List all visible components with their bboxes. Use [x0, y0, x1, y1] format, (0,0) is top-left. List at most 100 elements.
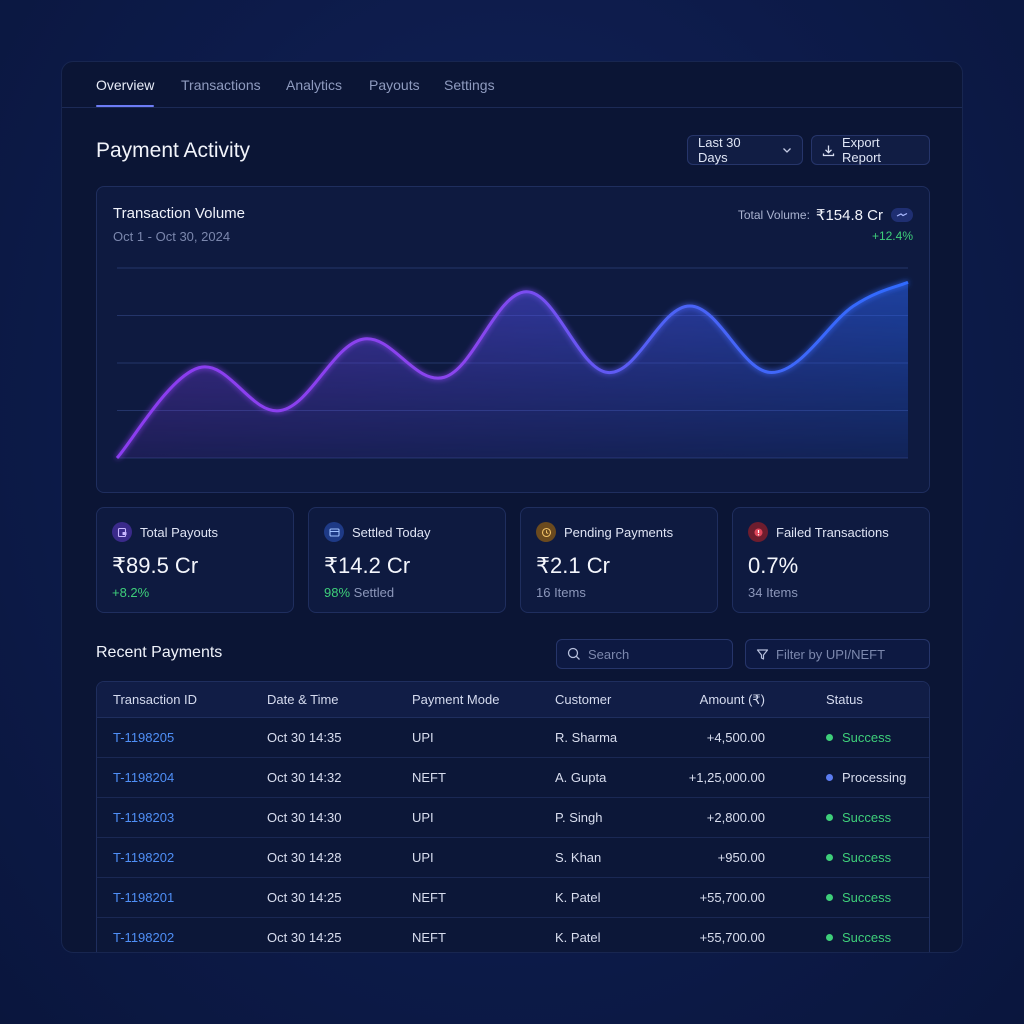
payment-mode-cell: UPI — [412, 730, 434, 745]
data-point — [906, 280, 910, 284]
recent-payments-title: Recent Payments — [96, 644, 223, 661]
date-range-dropdown[interactable]: Last 30 Days — [687, 135, 803, 165]
data-point — [279, 409, 283, 413]
datetime-cell: Oct 30 14:30 — [267, 810, 342, 825]
date-range-label: Last 30 Days — [698, 135, 741, 165]
column-header[interactable]: Transaction ID — [113, 692, 198, 707]
customer-cell: K. Patel — [555, 930, 601, 945]
clock-icon — [536, 522, 556, 542]
column-header[interactable]: Payment Mode — [412, 692, 500, 707]
filter-input[interactable]: Filter by UPI/NEFT — [745, 639, 930, 669]
tab-analytics[interactable]: Analytics — [286, 77, 343, 93]
data-point — [360, 337, 364, 341]
stat-sub: 34 Items — [748, 585, 798, 600]
transaction-id-link[interactable]: T-1198205 — [113, 730, 175, 745]
chevron-down-icon — [783, 148, 791, 153]
tab-payouts[interactable]: Payouts — [369, 77, 420, 93]
status-text: Success — [842, 890, 892, 905]
active-tab-indicator — [96, 105, 154, 107]
dashboard-panel: Overview Transactions Analytics Payouts … — [61, 61, 963, 953]
customer-cell: P. Singh — [555, 810, 603, 825]
stat-value: ₹2.1 Cr — [536, 553, 610, 578]
status-dot — [826, 774, 833, 781]
tab-overview[interactable]: Overview — [96, 77, 155, 93]
customer-cell: R. Sharma — [555, 730, 618, 745]
status-dot — [826, 814, 833, 821]
data-point — [688, 304, 692, 308]
datetime-cell: Oct 30 14:25 — [267, 930, 342, 945]
transaction-id-link[interactable]: T-1198201 — [113, 890, 175, 905]
export-report-label: Export Report — [842, 135, 882, 165]
payment-mode-cell: NEFT — [412, 930, 446, 945]
transaction-volume-card: Transaction Volume Oct 1 - Oct 30, 2024 … — [96, 186, 930, 493]
amount-cell: +55,700.00 — [699, 890, 765, 905]
stat-sub: 16 Items — [536, 585, 586, 600]
status-text: Success — [842, 930, 892, 945]
status-dot — [826, 894, 833, 901]
alert-icon — [748, 522, 768, 542]
payment-mode-cell: NEFT — [412, 770, 446, 785]
table-header: Transaction ID Date & Time Payment Mode … — [97, 682, 929, 718]
data-point — [770, 371, 774, 375]
status-badge: Processing — [826, 770, 906, 785]
datetime-cell: Oct 30 14:28 — [267, 850, 342, 865]
datetime-cell: Oct 30 14:25 — [267, 890, 342, 905]
tab-transactions[interactable]: Transactions — [181, 77, 261, 93]
transaction-id-link[interactable]: T-1198204 — [113, 770, 175, 785]
amount-cell: +950.00 — [717, 850, 765, 865]
data-point — [115, 456, 119, 460]
table-row[interactable]: T-1198202 Oct 30 14:25 NEFT K. Patel +55,700… — [97, 918, 929, 952]
stat-value: ₹89.5 Cr — [112, 553, 199, 578]
download-icon — [822, 145, 835, 156]
transaction-id-link[interactable]: T-1198202 — [113, 930, 175, 945]
customer-cell: S. Khan — [555, 850, 602, 865]
stat-failed-transactions[interactable]: Failed Transactions 0.7% 34 Items — [732, 507, 930, 613]
column-header[interactable]: Amount (₹) — [699, 692, 765, 707]
filter-placeholder: Filter by UPI/NEFT — [776, 646, 886, 662]
data-point — [851, 304, 855, 308]
status-badge: Success — [826, 890, 891, 905]
customer-cell: A. Gupta — [555, 770, 607, 785]
data-point — [197, 366, 201, 370]
payment-mode-cell: UPI — [412, 810, 434, 825]
table-row[interactable]: T-1198205 Oct 30 14:35 UPI R. Sharma +4,500.… — [97, 718, 929, 758]
stat-settled-today[interactable]: Settled Today ₹14.2 Cr 98% Settled — [308, 507, 506, 613]
stat-sub: 98% Settled — [324, 585, 395, 600]
payment-mode-cell: UPI — [412, 850, 434, 865]
stat-pending-payments[interactable]: Pending Payments ₹2.1 Cr 16 Items — [520, 507, 718, 613]
status-dot — [826, 854, 833, 861]
table-row[interactable]: T-1198204 Oct 30 14:32 NEFT A. Gupta +1,25,0… — [97, 758, 929, 798]
stat-total-payouts[interactable]: Total Payouts ₹89.5 Cr +8.2% — [96, 507, 294, 613]
stat-label: Total Payouts — [140, 525, 219, 540]
payment-mode-cell: NEFT — [412, 890, 446, 905]
stat-label: Pending Payments — [564, 525, 674, 540]
table-row[interactable]: T-1198203 Oct 30 14:30 UPI P. Singh +2,800.0… — [97, 798, 929, 838]
filter-icon — [756, 648, 769, 660]
tab-settings[interactable]: Settings — [444, 77, 495, 93]
tab-bar: Overview Transactions Analytics Payouts … — [62, 62, 962, 108]
table-row[interactable]: T-1198202 Oct 30 14:28 UPI S. Khan +950.00 Su… — [97, 838, 929, 878]
stat-value: 0.7% — [748, 553, 799, 578]
search-input[interactable]: Search — [556, 639, 733, 669]
stat-value: ₹14.2 Cr — [324, 553, 411, 578]
stat-label: Settled Today — [352, 525, 431, 540]
chart-title: Transaction Volume — [113, 205, 246, 222]
amount-cell: +1,25,000.00 — [688, 770, 765, 785]
status-badge: Success — [826, 930, 891, 945]
transaction-id-link[interactable]: T-1198203 — [113, 810, 175, 825]
column-header[interactable]: Status — [826, 692, 863, 707]
volume-change: +12.4% — [871, 229, 913, 243]
page-title: Payment Activity — [96, 139, 251, 162]
volume-line — [115, 280, 909, 460]
trend-badge-icon — [891, 208, 913, 222]
status-badge: Success — [826, 810, 891, 825]
stat-sub: +8.2% — [112, 585, 150, 600]
column-header[interactable]: Customer — [555, 692, 612, 707]
column-header[interactable]: Date & Time — [267, 692, 339, 707]
transaction-id-link[interactable]: T-1198202 — [113, 850, 175, 865]
table-row[interactable]: T-1198201 Oct 30 14:25 NEFT K. Patel +55,700… — [97, 878, 929, 918]
stat-label: Failed Transactions — [776, 525, 889, 540]
status-dot — [826, 934, 833, 941]
export-report-button[interactable]: Export Report — [811, 135, 930, 165]
chart-date-range: Oct 1 - Oct 30, 2024 — [113, 229, 231, 244]
